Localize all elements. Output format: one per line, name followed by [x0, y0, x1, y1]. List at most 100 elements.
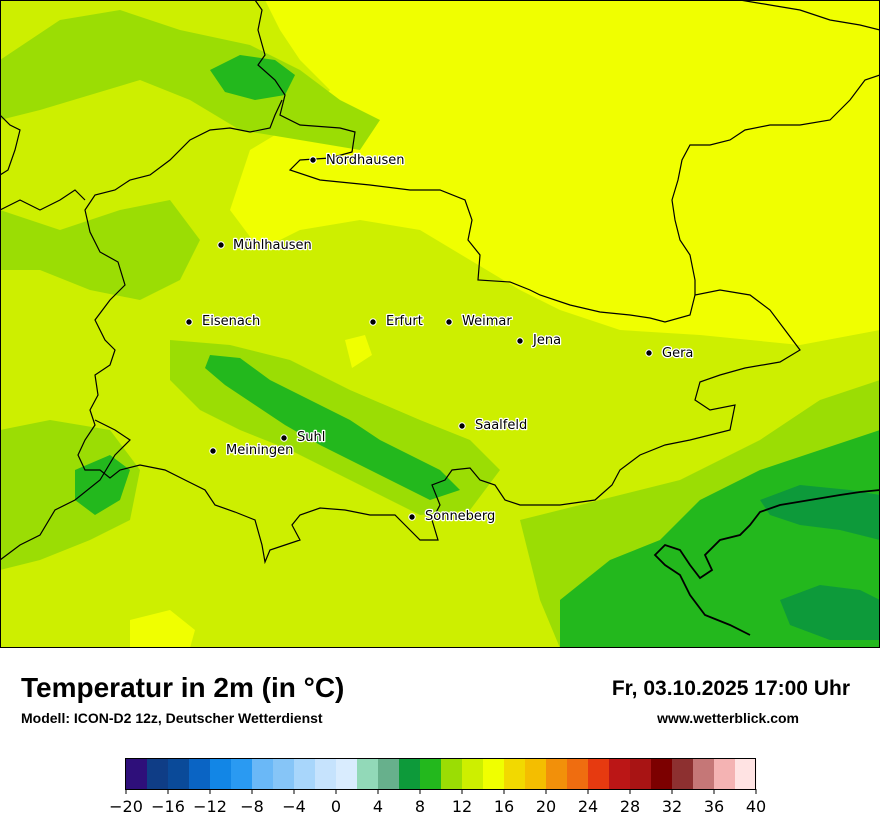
- colorbar-swatch: [441, 759, 463, 789]
- colorbar-tick-label: 4: [373, 797, 383, 816]
- city-eisenach: Eisenach: [185, 313, 261, 330]
- colorbar-ticks: −20 −16 −12 −8 −4 0 4 8 12 16 20 24 28 32 36 40: [109, 789, 766, 816]
- city-dot: [309, 156, 317, 164]
- temperature-zone-8-forest: [205, 355, 460, 500]
- colorbar-swatch: [483, 759, 505, 789]
- colorbar-swatch: [546, 759, 568, 789]
- colorbar-swatch: [126, 759, 148, 789]
- temperature-zone-16-center: [345, 335, 372, 368]
- colorbar-tick-label: 20: [536, 797, 556, 816]
- colorbar-tick-label: 12: [452, 797, 472, 816]
- colorbar-swatch: [231, 759, 253, 789]
- colorbar-tick-label: 16: [494, 797, 514, 816]
- colorbar-swatch: [147, 759, 169, 789]
- forecast-datetime: Fr, 03.10.2025 17:00 Uhr: [611, 677, 850, 700]
- temperature-zone-12-west: [0, 200, 200, 300]
- city-dot: [185, 318, 193, 326]
- colorbar-swatch: [504, 759, 526, 789]
- city-label: Saalfeld: [475, 418, 527, 433]
- colorbar-tick-label: −16: [151, 797, 185, 816]
- colorbar-tick-label: 0: [331, 797, 341, 816]
- temperature-zone-6-southeast-low: [780, 585, 880, 640]
- city-label: Meiningen: [226, 443, 293, 458]
- state-border-east: [671, 74, 880, 295]
- colorbar-swatch: [189, 759, 211, 789]
- colorbar-swatch: [525, 759, 547, 789]
- border-lines: [0, 0, 880, 636]
- city-sonneberg: Sonneberg: [408, 508, 497, 525]
- city-gera: Gera: [645, 345, 695, 362]
- temperature-colorbar: −20 −16 −12 −8 −4 0 4 8 12 16 20 24 28 32 36 40: [109, 758, 766, 816]
- city-erfurt: Erfurt: [369, 313, 424, 330]
- city-label: Erfurt: [386, 314, 423, 329]
- city-dot: [445, 318, 453, 326]
- footer: [0, 648, 880, 830]
- colorbar-swatch: [462, 759, 484, 789]
- state-border-northwest: [0, 189, 86, 211]
- colorbar-swatch: [420, 759, 442, 789]
- temperature-zone-16-south: [130, 610, 195, 648]
- model-subtitle: Modell: ICON-D2 12z, Deutscher Wetterdie…: [21, 710, 323, 726]
- colorbar-swatch: [378, 759, 400, 789]
- city-dot: [458, 422, 466, 430]
- colorbar-tick-label: −8: [240, 797, 264, 816]
- state-border-southwest: [0, 419, 131, 561]
- city-dot: [645, 349, 653, 357]
- colorbar-swatch: [399, 759, 421, 789]
- city-dot: [209, 447, 217, 455]
- colorbar-tick-label: −20: [109, 797, 143, 816]
- city-saalfeld: Saalfeld: [458, 417, 529, 434]
- city-label: Mühlhausen: [233, 238, 312, 253]
- colorbar-tick-label: 24: [578, 797, 598, 816]
- temperature-zone-16: [230, 0, 880, 345]
- colorbar-tick-label: 8: [415, 797, 425, 816]
- colorbar-swatch: [357, 759, 379, 789]
- colorbar-swatch: [294, 759, 316, 789]
- city-markers: Nordhausen Mühlhausen Eisenach Erfurt We…: [185, 152, 695, 525]
- city-dot: [408, 513, 416, 521]
- colorbar-swatch: [210, 759, 232, 789]
- city-dot: [369, 318, 377, 326]
- temperature-zone-6-southeast: [760, 485, 880, 540]
- state-border-thuringia: [77, 0, 801, 565]
- city-label: Jena: [532, 333, 561, 348]
- state-border-northeast: [739, 0, 880, 31]
- city-label: Nordhausen: [326, 153, 405, 168]
- city-meiningen: Meiningen: [209, 442, 295, 459]
- city-label: Suhl: [297, 430, 325, 445]
- temperature-zone-8-north: [210, 55, 295, 100]
- city-label: Gera: [662, 346, 693, 361]
- city-dot: [280, 434, 288, 442]
- colorbar-tick-label: −12: [193, 797, 227, 816]
- country-border-czech: [653, 489, 880, 636]
- colorbar-tick-label: 28: [620, 797, 640, 816]
- city-label: Eisenach: [202, 314, 260, 329]
- city-jena: Jena: [516, 332, 562, 349]
- city-dot: [516, 337, 524, 345]
- colorbar-tick-label: −4: [282, 797, 306, 816]
- colorbar-swatches: [126, 759, 757, 789]
- city-label: Weimar: [462, 314, 512, 329]
- colorbar-swatch: [315, 759, 337, 789]
- colorbar-swatch: [588, 759, 610, 789]
- colorbar-tick-label: 36: [704, 797, 724, 816]
- colorbar-swatch: [651, 759, 673, 789]
- temperature-zone-12-north: [0, 10, 380, 150]
- colorbar-tick-label: 32: [662, 797, 682, 816]
- city-nordhausen: Nordhausen: [309, 152, 406, 169]
- city-suhl: Suhl: [280, 429, 327, 446]
- colorbar-swatch: [168, 759, 190, 789]
- map-title: Temperatur in 2m (in °C): [21, 672, 345, 703]
- colorbar-swatch: [567, 759, 589, 789]
- colorbar-swatch: [273, 759, 295, 789]
- colorbar-swatch: [336, 759, 358, 789]
- colorbar-swatch: [609, 759, 631, 789]
- colorbar-swatch: [693, 759, 715, 789]
- city-muehlhausen: Mühlhausen: [217, 237, 313, 254]
- city-dot: [217, 241, 225, 249]
- colorbar-tick-label: 40: [746, 797, 766, 816]
- colorbar-swatch: [252, 759, 274, 789]
- colorbar-swatch: [735, 759, 757, 789]
- website-link[interactable]: www.wetterblick.com: [657, 710, 799, 726]
- colorbar-frame: [125, 758, 756, 790]
